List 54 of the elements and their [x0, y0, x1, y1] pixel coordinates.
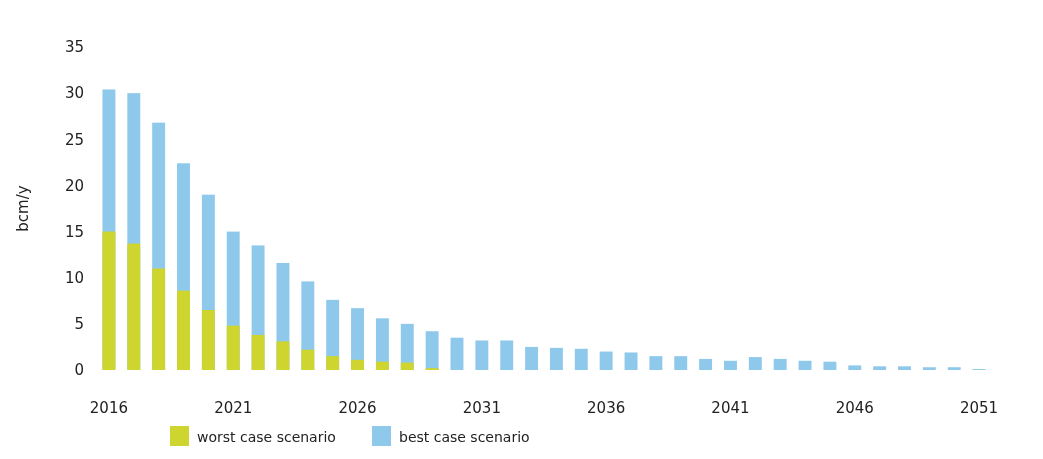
bar — [226, 325, 240, 370]
bar — [873, 366, 887, 370]
bar — [102, 231, 116, 370]
x-tick-label: 2026 — [338, 399, 377, 417]
bar — [748, 357, 762, 370]
y-tick-label: 10 — [64, 268, 84, 287]
bar — [798, 360, 812, 370]
bar — [947, 367, 961, 370]
y-tick-label: 25 — [64, 130, 84, 149]
bar — [475, 340, 489, 370]
bar — [500, 340, 514, 370]
y-tick-label: 15 — [64, 222, 84, 241]
x-tick-label: 2021 — [214, 399, 253, 417]
bar — [375, 361, 389, 370]
bar — [674, 356, 688, 370]
bar — [574, 348, 588, 370]
bar — [326, 356, 340, 370]
bar — [177, 290, 190, 370]
y-tick-label: 20 — [64, 176, 84, 195]
bar — [922, 367, 936, 370]
bar — [525, 346, 539, 370]
bar — [724, 360, 737, 370]
bar — [450, 337, 464, 370]
legend-label: best case scenario — [399, 428, 530, 445]
bar — [201, 310, 215, 370]
bar — [773, 358, 787, 370]
bar — [152, 268, 166, 370]
y-tick-label: 30 — [64, 84, 84, 103]
bar — [624, 352, 638, 370]
bar — [823, 361, 837, 370]
bar — [549, 347, 563, 370]
bar — [848, 365, 862, 370]
y-tick-label: 35 — [64, 38, 84, 57]
x-tick-label: 2031 — [462, 399, 501, 417]
bar — [127, 243, 141, 370]
bar — [699, 358, 713, 370]
y-tick-label: 5 — [74, 315, 84, 334]
x-tick-label: 2036 — [587, 399, 626, 417]
bar — [351, 359, 364, 370]
bar — [251, 334, 265, 370]
bar — [301, 349, 315, 370]
bar — [276, 341, 290, 370]
bar — [599, 351, 613, 370]
y-tick-label: 0 — [74, 361, 84, 380]
x-tick-label: 2041 — [711, 399, 750, 417]
x-tick-label: 2051 — [959, 399, 999, 417]
bar — [898, 366, 911, 370]
x-tick-label: 2046 — [835, 399, 874, 417]
x-tick-label: 2016 — [89, 399, 129, 417]
bar — [649, 356, 663, 370]
bar — [425, 331, 439, 370]
bar — [400, 362, 414, 370]
y-axis-title: bcm/y — [14, 185, 32, 232]
legend-label: worst case scenario — [197, 428, 336, 445]
